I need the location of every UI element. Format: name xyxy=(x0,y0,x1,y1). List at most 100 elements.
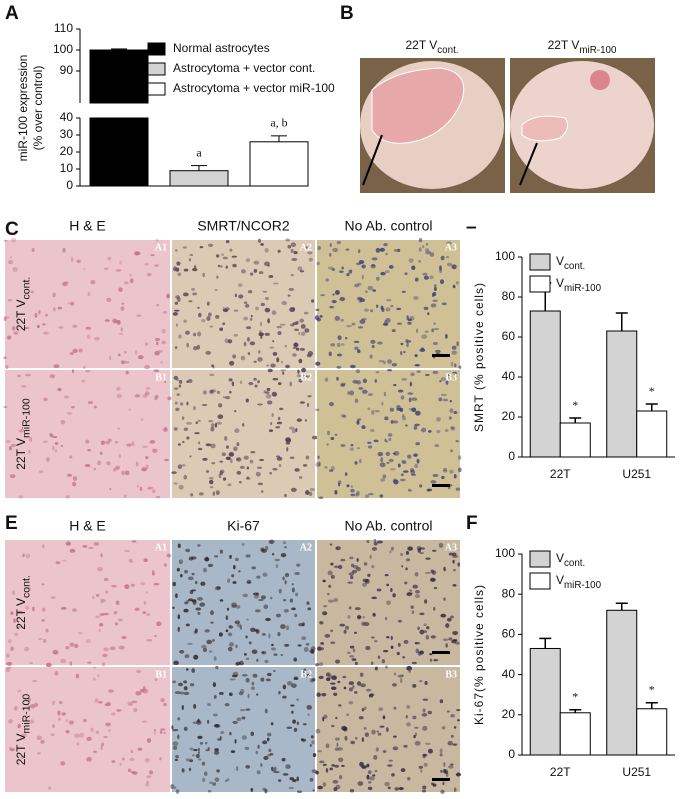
cell xyxy=(305,455,310,460)
cell xyxy=(202,272,205,277)
cell xyxy=(62,247,66,253)
cell xyxy=(444,429,449,432)
cell xyxy=(356,681,362,686)
cell xyxy=(238,570,241,573)
micrograph xyxy=(5,540,170,665)
cell xyxy=(129,278,134,284)
cell xyxy=(271,391,277,397)
cell xyxy=(116,320,121,325)
cell xyxy=(60,606,67,610)
legend-label-main: V xyxy=(556,276,564,290)
cell xyxy=(185,758,191,762)
cell xyxy=(414,463,419,469)
cell xyxy=(70,405,75,409)
cell xyxy=(153,369,160,373)
cell xyxy=(207,702,211,707)
legend-label: Astrocytoma + vector cont. xyxy=(173,61,315,75)
cell xyxy=(216,275,219,279)
cell xyxy=(229,390,232,394)
cell xyxy=(445,643,448,648)
cell xyxy=(195,421,199,425)
cell xyxy=(65,541,72,546)
cell xyxy=(77,632,83,635)
cell xyxy=(271,553,275,556)
cell xyxy=(207,789,212,793)
cell xyxy=(70,257,74,263)
cell xyxy=(185,330,190,335)
cell xyxy=(193,654,199,660)
cell xyxy=(330,641,336,644)
cell xyxy=(271,643,274,647)
cell xyxy=(375,276,380,281)
cell xyxy=(439,268,442,274)
cell xyxy=(451,345,457,350)
cell xyxy=(277,416,281,421)
cell xyxy=(446,617,452,622)
cell xyxy=(189,747,194,751)
cell xyxy=(31,248,35,252)
cell xyxy=(384,416,389,421)
cell xyxy=(456,708,461,712)
cell xyxy=(356,420,360,425)
cell xyxy=(388,437,392,442)
cell xyxy=(152,572,155,576)
cell xyxy=(406,722,411,727)
cell xyxy=(18,610,23,613)
bar xyxy=(529,310,561,458)
cell xyxy=(243,341,247,347)
cell xyxy=(244,303,250,308)
bar xyxy=(559,712,591,756)
cell xyxy=(420,427,427,433)
cell xyxy=(176,261,181,266)
cell xyxy=(414,423,420,427)
cell xyxy=(306,705,312,710)
cell xyxy=(161,340,167,345)
cell xyxy=(369,428,375,433)
cell xyxy=(440,613,447,618)
cell xyxy=(268,539,275,545)
cell xyxy=(30,704,36,709)
cell xyxy=(260,490,264,494)
cell xyxy=(144,342,149,346)
cell xyxy=(450,361,454,367)
cell xyxy=(34,313,38,318)
cell xyxy=(208,476,214,480)
cell xyxy=(374,379,378,383)
cell xyxy=(260,677,265,682)
cell xyxy=(85,639,91,644)
cell xyxy=(411,661,417,665)
cell xyxy=(424,571,431,574)
cell xyxy=(124,549,131,553)
cell xyxy=(216,769,220,773)
cell xyxy=(336,240,341,245)
cell xyxy=(10,611,14,615)
cell xyxy=(246,466,250,470)
legend-label-sub: miR-100 xyxy=(564,580,602,591)
cell xyxy=(444,770,449,775)
cell xyxy=(118,453,122,459)
cell xyxy=(414,732,418,737)
cell xyxy=(7,298,13,302)
cell xyxy=(397,674,404,678)
cell xyxy=(226,445,229,449)
panel-label: – xyxy=(466,217,477,238)
panel-label: C xyxy=(5,219,19,240)
cell xyxy=(371,729,376,735)
cell xyxy=(325,768,329,773)
cell xyxy=(382,360,386,365)
cell xyxy=(452,743,458,746)
cell xyxy=(145,456,149,460)
cell xyxy=(413,734,416,739)
cell xyxy=(445,334,448,339)
cell xyxy=(185,548,191,553)
cell xyxy=(382,750,387,753)
y-tick-label: 60 xyxy=(502,329,516,343)
cell xyxy=(265,617,271,622)
cell xyxy=(414,726,419,729)
cell xyxy=(374,770,378,773)
cell xyxy=(270,596,273,600)
cell xyxy=(188,767,192,772)
cell xyxy=(369,554,372,559)
cell xyxy=(32,679,38,683)
cell xyxy=(214,422,218,428)
